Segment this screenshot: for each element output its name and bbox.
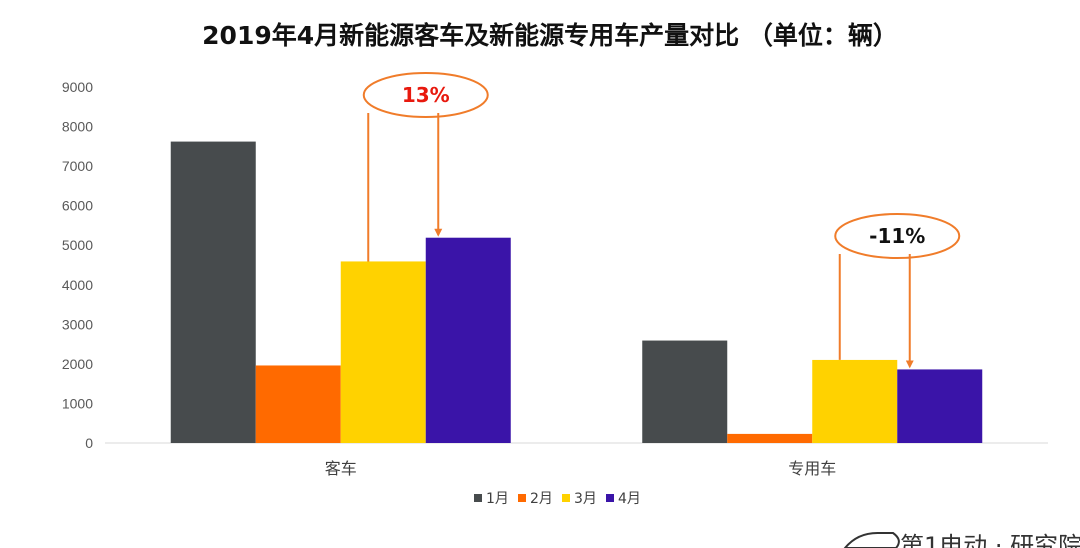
bars: [170, 141, 983, 443]
car-logo-icon: [843, 531, 900, 548]
callout-ellipse: [834, 213, 961, 259]
bar-special-vehicle-3月: [812, 359, 898, 443]
y-tick-label: 8000: [62, 119, 93, 135]
x-category-label: 客车: [325, 459, 357, 478]
watermark: 第1电动 · 研究院: [843, 531, 1080, 548]
legend: 1月 2月 3月 4月: [474, 491, 641, 507]
y-tick-label: 7000: [62, 158, 93, 174]
y-tick-label: 2000: [62, 356, 93, 372]
x-axis: 客车 专用车: [325, 459, 837, 478]
legend-swatch: [518, 494, 526, 502]
y-tick-label: 1000: [62, 395, 93, 411]
watermark-text: 第1电动 · 研究院: [900, 532, 1080, 548]
bar-special-vehicle-1月: [642, 340, 728, 443]
y-tick-label: 4000: [62, 277, 93, 293]
y-axis: 0 1000 2000 3000 4000 5000 6000 7000 8000 9000: [62, 79, 93, 451]
y-tick-label: 9000: [62, 79, 93, 95]
y-tick-label: 5000: [62, 237, 93, 253]
bar-bus-4月: [425, 237, 511, 443]
legend-label: 1月: [486, 491, 509, 507]
legend-label: 4月: [618, 491, 641, 507]
legend-swatch: [474, 494, 482, 502]
legend-swatch: [606, 494, 614, 502]
y-tick-label: 6000: [62, 198, 93, 214]
bar-special-vehicle-4月: [897, 369, 983, 443]
legend-label: 2月: [530, 491, 553, 507]
bar-bus-3月: [340, 261, 426, 443]
y-tick-label: 0: [85, 435, 93, 451]
callout-label: -11%: [869, 224, 925, 248]
bar-special-vehicle-2月: [727, 433, 813, 443]
bar-bus-2月: [255, 365, 341, 443]
callout-label: 13%: [402, 83, 450, 107]
legend-swatch: [562, 494, 570, 502]
legend-label: 3月: [574, 491, 597, 507]
x-category-label: 专用车: [788, 459, 836, 478]
callout-ellipse: [362, 72, 489, 118]
chart-title: 2019年4月新能源客车及新能源专用车产量对比 （单位：辆）: [202, 21, 898, 50]
callouts: 13% -11%: [362, 72, 961, 369]
y-tick-label: 3000: [62, 316, 93, 332]
bar-bus-1月: [170, 141, 256, 443]
